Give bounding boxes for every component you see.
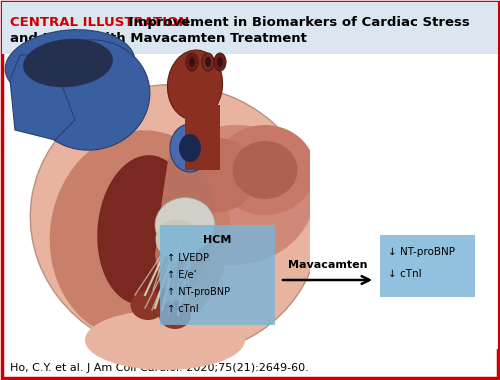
Ellipse shape	[170, 124, 210, 172]
Ellipse shape	[232, 141, 298, 199]
Ellipse shape	[159, 301, 191, 329]
Ellipse shape	[156, 220, 200, 260]
Ellipse shape	[172, 138, 258, 212]
Ellipse shape	[5, 30, 135, 100]
Bar	[185, 105, 220, 170]
Text: and Injury With Mavacamten Treatment: and Injury With Mavacamten Treatment	[10, 32, 307, 45]
Ellipse shape	[205, 57, 211, 67]
Ellipse shape	[179, 134, 201, 162]
Text: ↑ LVEDP: ↑ LVEDP	[167, 253, 209, 263]
Ellipse shape	[215, 125, 315, 215]
Text: Improvement in Biomarkers of Cardiac Stress: Improvement in Biomarkers of Cardiac Str…	[124, 16, 470, 29]
Text: ↑ E/e’: ↑ E/e’	[167, 270, 197, 280]
Ellipse shape	[30, 85, 320, 355]
Ellipse shape	[202, 53, 214, 71]
Text: ↓ NT-proBNP: ↓ NT-proBNP	[388, 247, 455, 257]
Text: Ho, C.Y. et al. J Am Coll Cardiol. 2020;75(21):2649-60.: Ho, C.Y. et al. J Am Coll Cardiol. 2020;…	[10, 363, 309, 373]
Ellipse shape	[23, 39, 113, 87]
Text: Mavacamten: Mavacamten	[288, 260, 367, 270]
Text: ↓ cTnI: ↓ cTnI	[388, 269, 422, 279]
Ellipse shape	[189, 57, 195, 67]
Ellipse shape	[85, 310, 245, 370]
Ellipse shape	[155, 125, 315, 265]
Text: CENTRAL ILLUSTRATION:: CENTRAL ILLUSTRATION:	[10, 16, 195, 29]
Ellipse shape	[186, 53, 198, 71]
Polygon shape	[10, 55, 75, 140]
Text: HCM: HCM	[204, 235, 232, 245]
Bar	[380, 235, 475, 297]
Polygon shape	[155, 135, 215, 295]
Text: ↑ NT-proBNP: ↑ NT-proBNP	[167, 287, 230, 297]
Ellipse shape	[30, 40, 150, 150]
Ellipse shape	[217, 57, 223, 67]
Text: ↑ cTnI: ↑ cTnI	[167, 304, 198, 314]
Ellipse shape	[214, 53, 226, 71]
Bar	[310, 54, 498, 349]
Ellipse shape	[97, 155, 193, 305]
Bar	[2, 2, 498, 54]
Bar	[160, 225, 275, 325]
Ellipse shape	[155, 198, 215, 252]
Ellipse shape	[168, 50, 222, 120]
Ellipse shape	[50, 130, 230, 340]
Ellipse shape	[130, 290, 166, 320]
